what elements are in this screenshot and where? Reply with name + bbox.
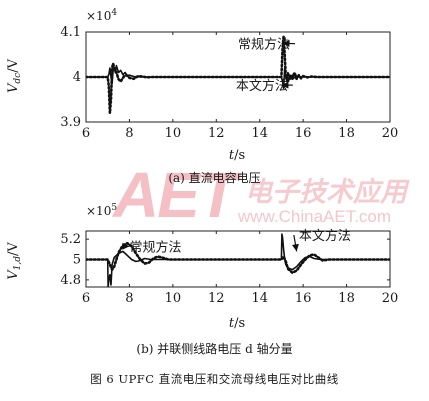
svg-text:V1,d/V: V1,d/V [6,242,23,280]
annotation-label-a-1: 本文方法 [236,78,288,94]
x-tick-label-a-0: 6 [82,126,90,141]
y-tick-label-a-1: 4 [73,70,81,85]
x-tick-label-b-6: 18 [338,291,355,306]
y-tick-label-b-0: 4.8 [60,273,81,288]
y-axis-label-a: Vdc/V [6,58,23,93]
y-label-main-a: V [6,82,21,93]
figure-caption: 图 6 UPFC 直流电压和交流母线电压对比曲线 [90,372,339,386]
x-tick-label-a-6: 18 [338,126,355,141]
x-tick-label-b-0: 6 [82,291,90,306]
exponent-label-a: ×104 [86,8,117,23]
annotation-arrow-head-a-0 [282,40,290,47]
svg-text:t/s: t/s [229,148,245,163]
series-line-b-proposed [86,233,390,287]
y-label-sub-a: dc [13,73,23,84]
x-tick-label-a-5: 16 [295,126,312,141]
x-tick-label-a-7: 20 [382,126,399,141]
annotation-arrow-head-b-1 [292,243,299,252]
y-tick-label-b-2: 5.2 [60,232,81,247]
y-label-sub-b: 1,d [13,256,23,271]
x-tick-label-b-3: 12 [208,291,225,306]
chart-dc-voltage: Vdc/V ×104 t/s 6 8 10 12 14 16 18 20 3.9 4 4.1 常规方法… [6,8,399,163]
x-axis-title-a: t/s [229,148,245,163]
x-axis-title-b: t/s [229,316,245,331]
y-axis-label-b: V1,d/V [6,242,23,280]
x-tick-label-a-1: 8 [125,126,133,141]
x-tick-label-b-7: 20 [382,291,399,306]
y-label-main-b: V [6,269,21,280]
x-tick-label-b-5: 16 [295,291,312,306]
x-tick-label-b-4: 14 [251,291,268,306]
series-line-a-proposed [86,64,390,89]
svg-text:Vdc/V: Vdc/V [6,58,23,93]
chart-bus-voltage-d: V1,d/V ×105 t/s 6 8 10 12 14 16 18 20 4.8 5 5.2 常规方… [6,203,399,331]
annotation-arrow-head-a-1 [281,81,289,89]
y-tick-label-a-2: 4.1 [60,25,81,40]
caption-a: (a) 直流电容电压 [168,171,261,185]
annotation-label-b-0: 常规方法 [129,239,181,255]
exponent-label-b: ×105 [86,203,117,218]
y-label-unit-a: /V [6,58,21,72]
y-tick-label-b-1: 5 [73,253,81,268]
y-tick-label-a-0: 3.9 [60,115,81,130]
series-group-a [86,35,390,115]
series-group-b [86,233,390,287]
caption-b: (b) 并联侧线路电压 d 轴分量 [136,342,293,356]
x-tick-label-a-2: 10 [165,126,182,141]
annotation-arrow-head-b-0 [122,242,130,250]
annotation-label-a-0: 常规方法 [238,37,290,53]
x-tick-label-b-1: 8 [125,291,133,306]
annotation-label-b-1: 本文方法 [299,228,351,244]
svg-text:t/s: t/s [229,316,245,331]
x-tick-label-b-2: 10 [165,291,182,306]
x-tick-label-a-3: 12 [208,126,225,141]
y-label-unit-b: /V [6,242,21,256]
x-tick-label-a-4: 14 [251,126,268,141]
